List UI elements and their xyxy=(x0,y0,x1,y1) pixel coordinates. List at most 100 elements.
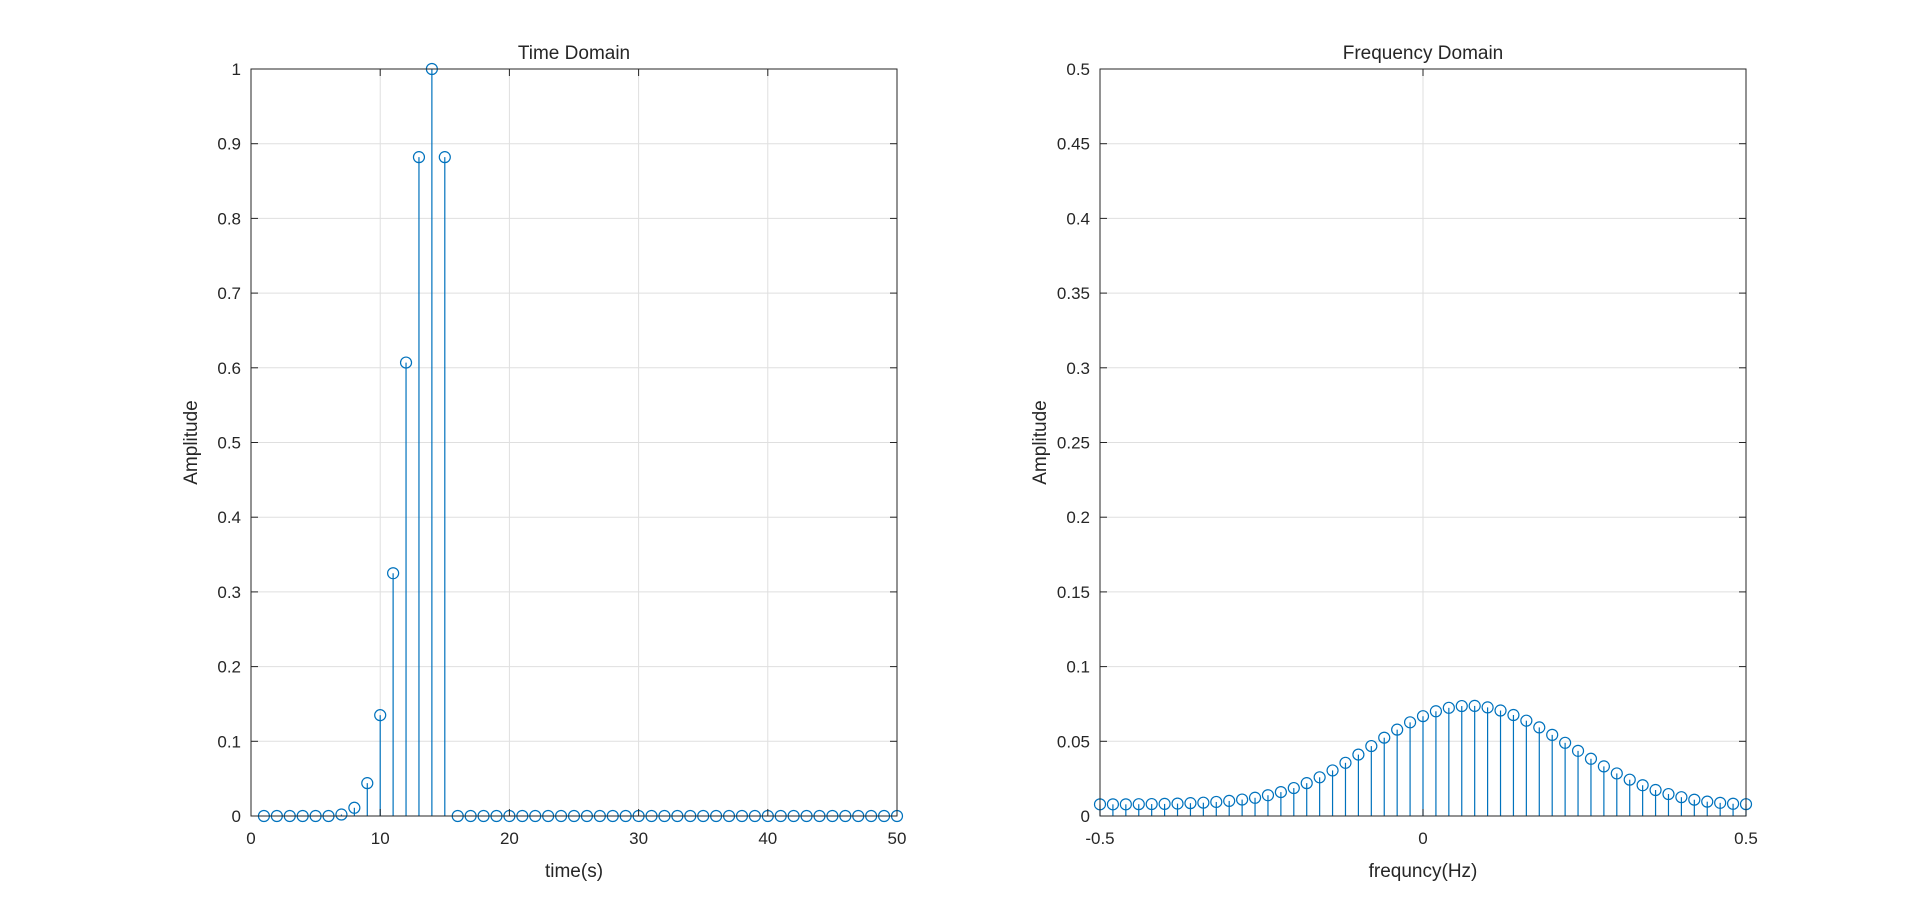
frequency-domain-stem-marker xyxy=(1494,704,1507,717)
time-domain-stem-marker xyxy=(438,151,451,164)
frequency-domain-xtick-label: 0 xyxy=(1418,829,1427,848)
time-domain-ytick-label: 0.3 xyxy=(217,583,241,602)
frequency-domain-stem-marker xyxy=(1701,795,1714,808)
time-domain-ytick-label: 0.1 xyxy=(217,732,241,751)
frequency-domain-stem-marker xyxy=(1106,798,1120,811)
frequency-domain-stem-marker xyxy=(1507,708,1520,722)
frequency-domain-ytick-label: 0.2 xyxy=(1066,508,1090,527)
frequency-domain-stem-marker xyxy=(1662,787,1675,801)
time-domain-xtick-label: 40 xyxy=(758,829,777,848)
frequency-domain-xlabel: frequncy(Hz) xyxy=(1369,861,1478,882)
frequency-domain-stem-marker xyxy=(1559,736,1572,749)
frequency-domain-stem-marker xyxy=(1171,797,1184,810)
time-domain-ylabel: Amplitude xyxy=(181,400,202,485)
time-domain-ytick-label: 0 xyxy=(232,807,241,826)
time-domain-stem-marker xyxy=(374,709,387,722)
frequency-domain-ytick-label: 0.5 xyxy=(1066,60,1090,79)
time-domain-ytick-label: 0.9 xyxy=(217,135,241,154)
frequency-domain-stem-marker xyxy=(1236,793,1249,806)
time-domain-ytick-label: 0.7 xyxy=(217,284,241,303)
time-domain-xtick-label: 30 xyxy=(629,829,648,848)
frequency-domain-stem-marker xyxy=(1403,716,1417,729)
frequency-domain-stem-marker xyxy=(1481,701,1494,714)
frequency-domain-ytick-label: 0.25 xyxy=(1057,434,1090,453)
frequency-domain-stem-marker xyxy=(1326,764,1339,777)
time-domain-stem-marker xyxy=(387,567,400,580)
frequency-domain-stem-marker xyxy=(1158,797,1171,810)
frequency-domain-stem-marker xyxy=(1274,785,1287,799)
frequency-domain-stem-marker xyxy=(1623,773,1636,786)
frequency-domain-stem-marker xyxy=(1119,798,1132,811)
frequency-domain-xtick-label: -0.5 xyxy=(1085,829,1114,848)
time-domain-stem-marker xyxy=(412,151,426,164)
time-domain-grid xyxy=(250,68,898,817)
frequency-domain-stem-marker xyxy=(1442,701,1455,714)
frequency-domain-stem-marker xyxy=(1197,796,1210,809)
time-domain-ytick-label: 0.2 xyxy=(217,658,241,677)
frequency-domain-stem-marker xyxy=(1132,798,1145,811)
time-domain-ytick-label: 0.6 xyxy=(217,359,241,378)
time-domain-stem-marker xyxy=(399,356,413,369)
frequency-domain-stem-marker xyxy=(1533,721,1546,734)
frequency-domain-stem-marker xyxy=(1365,739,1378,753)
frequency-domain-ylabel: Amplitude xyxy=(1030,400,1051,485)
frequency-domain-stem-marker xyxy=(1300,777,1313,790)
frequency-domain-stem-marker xyxy=(1429,705,1443,718)
frequency-domain-stem-marker xyxy=(1223,794,1236,808)
frequency-domain-ytick-label: 0.3 xyxy=(1066,359,1090,378)
frequency-domain-stem-marker xyxy=(1636,779,1649,792)
frequency-domain-ytick-label: 0.4 xyxy=(1066,209,1090,228)
time-domain-ytick-label: 0.5 xyxy=(217,434,241,453)
frequency-domain-axes: -0.5 0 0.5 0 0.05 0.1 0.15 0.2 0.25 0.3 0.35 0.4 0.4… xyxy=(1030,43,1758,882)
frequency-domain-ytick-label: 0.35 xyxy=(1057,284,1090,303)
frequency-domain-stem-marker xyxy=(1546,728,1559,741)
frequency-domain-stem-marker xyxy=(1261,789,1275,802)
frequency-domain-stem-marker xyxy=(1313,771,1326,784)
frequency-domain-stem-marker xyxy=(1455,699,1468,713)
frequency-domain-stem-marker xyxy=(1468,699,1481,712)
time-domain-xtick-label: 20 xyxy=(500,829,519,848)
frequency-domain-title: Frequency Domain xyxy=(1343,43,1504,64)
frequency-domain-ytick-label: 0.05 xyxy=(1057,732,1090,751)
frequency-domain-ytick-label: 0.1 xyxy=(1066,658,1090,677)
time-domain-stem-marker xyxy=(348,801,361,814)
frequency-domain-stem-marker xyxy=(1726,797,1740,810)
time-domain-ticks: 0 10 20 30 40 50 0 0.1 0.2 0.3 0.4 0.5 0.6 0.7 0.8 0.9 1 xyxy=(217,60,906,848)
frequency-domain-stem-marker xyxy=(1391,723,1404,736)
time-domain-axes: 0 10 20 30 40 50 0 0.1 0.2 0.3 0.4 0.5 0.6 0.7 0.8 0.9 1… xyxy=(181,43,906,882)
frequency-domain-ytick-label: 0 xyxy=(1081,807,1090,826)
frequency-domain-stem-marker xyxy=(1610,767,1623,780)
time-domain-ytick-label: 0.4 xyxy=(217,508,241,527)
frequency-domain-stem-marker xyxy=(1145,797,1158,811)
frequency-domain-stem-marker xyxy=(1287,781,1300,795)
frequency-domain-ticks: -0.5 0 0.5 0 0.05 0.1 0.15 0.2 0.25 0.3 0.35 0.4 0.4… xyxy=(1057,60,1758,848)
frequency-domain-stem-marker xyxy=(1584,752,1598,765)
frequency-domain-stem-marker xyxy=(1597,760,1610,773)
frequency-domain-stem-marker xyxy=(1378,731,1391,744)
frequency-domain-stem-marker xyxy=(1339,756,1352,769)
time-domain-ytick-label: 0.8 xyxy=(217,209,241,228)
frequency-domain-ytick-label: 0.15 xyxy=(1057,583,1090,602)
frequency-domain-stem-marker xyxy=(1571,744,1585,757)
time-domain-title: Time Domain xyxy=(518,43,630,64)
frequency-domain-stem-marker xyxy=(1520,714,1533,727)
time-domain-xtick-label: 50 xyxy=(888,829,907,848)
frequency-domain-ytick-label: 0.45 xyxy=(1057,135,1090,154)
frequency-domain-stems xyxy=(1093,699,1753,816)
frequency-domain-stem-marker xyxy=(1352,748,1365,761)
frequency-domain-stem-marker xyxy=(1688,793,1701,806)
frequency-domain-xtick-label: 0.5 xyxy=(1734,829,1758,848)
time-domain-stem-marker xyxy=(361,777,374,790)
time-domain-xtick-label: 10 xyxy=(371,829,390,848)
frequency-domain-stem-marker xyxy=(1675,791,1688,804)
time-domain-stem-marker xyxy=(335,808,348,821)
frequency-domain-stem-marker xyxy=(1248,791,1262,804)
frequency-domain-stem-marker xyxy=(1416,710,1430,723)
frequency-domain-stem-marker xyxy=(1649,783,1662,797)
time-domain-ytick-label: 1 xyxy=(232,60,241,79)
time-domain-xlabel: time(s) xyxy=(545,861,603,882)
frequency-domain-stem-marker xyxy=(1184,797,1197,810)
frequency-domain-stem-marker xyxy=(1210,795,1223,809)
